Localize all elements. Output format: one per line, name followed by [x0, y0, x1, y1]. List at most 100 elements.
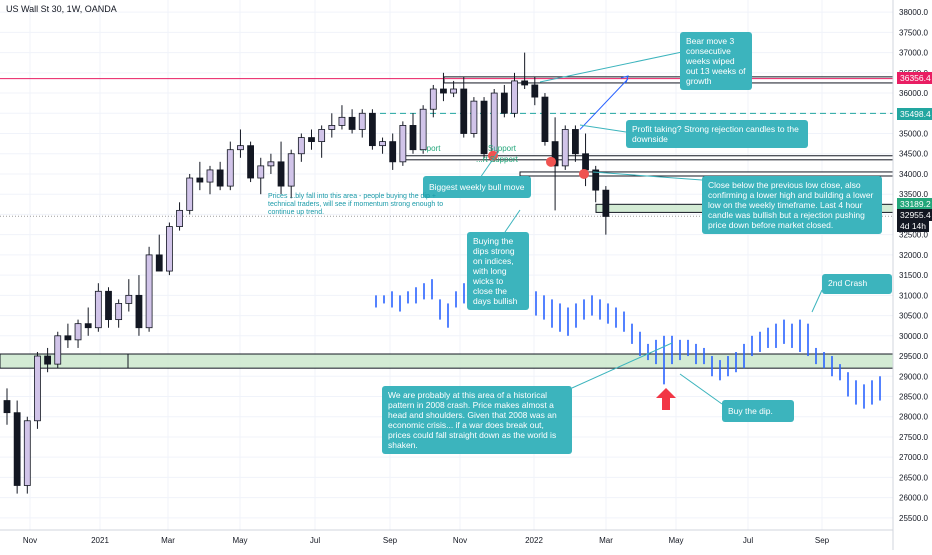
- candle: [358, 109, 366, 138]
- y-tick-label: 35000.0: [899, 130, 928, 139]
- y-tick-label: 34000.0: [899, 170, 928, 179]
- candle: [23, 416, 31, 494]
- candle-bull-body: [94, 290, 102, 329]
- candle: [64, 323, 72, 348]
- candle-bear-body: [135, 294, 143, 329]
- x-tick-label: May: [668, 536, 683, 545]
- connector-dips: [504, 209, 521, 233]
- candle-bull-body: [257, 165, 265, 179]
- candle-bear-body: [84, 323, 92, 329]
- connector-buydip: [679, 373, 723, 405]
- connector-bear: [539, 51, 683, 83]
- candle-bull-body: [338, 116, 346, 126]
- y-tick-label: 25500.0: [899, 514, 928, 523]
- candle: [318, 125, 326, 158]
- candle: [94, 283, 102, 332]
- candle-bull-body: [561, 129, 569, 167]
- candle: [247, 141, 255, 183]
- candle-bear-body: [440, 88, 447, 94]
- y-tick-label: 28000.0: [899, 413, 928, 422]
- candle: [216, 161, 224, 191]
- candle-bull-body: [399, 125, 407, 163]
- y-tick-label: 30500.0: [899, 312, 928, 321]
- arrow-head: [620, 75, 629, 84]
- x-tick-label: Jul: [310, 536, 320, 545]
- candle: [480, 97, 488, 158]
- price-tag-36356: 36356.4: [897, 72, 932, 84]
- candle: [74, 319, 82, 348]
- candle: [277, 141, 285, 195]
- candle-bear-body: [500, 92, 508, 114]
- candle-bull-body: [429, 88, 437, 110]
- candle-bull-body: [267, 161, 275, 167]
- candle: [297, 133, 305, 162]
- candle: [338, 105, 346, 130]
- connector-historical: [571, 342, 673, 389]
- candle-bull-body: [226, 149, 234, 187]
- candle-bear-body: [531, 84, 539, 98]
- candle-bull-body: [511, 80, 518, 114]
- candle-bear-body: [155, 254, 163, 272]
- y-tick-label: 29000.0: [899, 372, 928, 381]
- candle: [34, 351, 41, 429]
- price-tag-32955: 32955.4: [897, 209, 932, 221]
- x-tick-label: 2022: [525, 536, 543, 545]
- candle: [531, 76, 539, 106]
- connector-profit: [579, 124, 627, 133]
- callout-bear-move: Bear move 3 consecutive weeks wiped out …: [680, 32, 752, 90]
- candle: [429, 84, 437, 118]
- callout-biggest-bull: Biggest weekly bull move: [423, 176, 531, 198]
- candle: [287, 149, 295, 199]
- candle: [237, 129, 244, 158]
- candle-bear-body: [247, 145, 255, 179]
- candle-bull-body: [297, 137, 305, 155]
- candle-bull-body: [176, 209, 183, 227]
- candle-bull-body: [165, 226, 173, 272]
- connector-close: [592, 171, 703, 181]
- candle: [267, 153, 275, 174]
- candle: [399, 121, 407, 166]
- candle-bear-body: [216, 169, 224, 187]
- callout-close-below: Close below the previous low close, also…: [702, 176, 882, 234]
- candle: [379, 137, 386, 154]
- buy-arrow-icon: [656, 388, 676, 410]
- candle-bull-body: [379, 141, 386, 147]
- marker-circle: [579, 168, 589, 179]
- x-tick-label: Mar: [161, 536, 175, 545]
- candle-layer: [3, 52, 610, 494]
- candle-bear-body: [551, 141, 559, 167]
- marker-circle: [488, 150, 498, 161]
- candle-bear-body: [3, 400, 11, 414]
- candle-bull-body: [145, 254, 153, 329]
- candle-bear-body: [348, 116, 356, 130]
- x-tick-label: Nov: [453, 536, 467, 545]
- candle-bull-body: [358, 112, 366, 130]
- x-tick-label: Sep: [383, 536, 398, 545]
- y-tick-label: 37000.0: [899, 49, 928, 58]
- candle-bull-body: [74, 323, 82, 341]
- candle: [409, 113, 417, 154]
- y-tick-label: 28500.0: [899, 392, 928, 401]
- time-axis: Nov 2021 Mar May Jul Sep Nov 2022 Mar May Jul Sep: [0, 529, 893, 545]
- candle: [389, 133, 397, 170]
- candle: [419, 105, 427, 154]
- note-prices-fall: Prices ...bly fall into this area - peop…: [268, 193, 444, 216]
- x-tick-label: Mar: [599, 536, 613, 545]
- candle: [115, 299, 123, 328]
- candle: [541, 93, 549, 146]
- zone-green-zone-2008: [0, 353, 894, 369]
- candle-bull-body: [328, 125, 336, 130]
- candle: [470, 97, 478, 138]
- candle-bear-body: [480, 100, 488, 155]
- y-tick-label: 26000.0: [899, 494, 928, 503]
- y-tick-label: 38000.0: [899, 8, 928, 17]
- candle: [206, 165, 214, 195]
- candle: [592, 165, 600, 203]
- x-tick-label: May: [232, 536, 247, 545]
- candle-bear-body: [308, 137, 315, 143]
- candle: [165, 222, 173, 276]
- candle-bull-body: [186, 177, 194, 211]
- y-tick-label: 32500.0: [899, 231, 928, 240]
